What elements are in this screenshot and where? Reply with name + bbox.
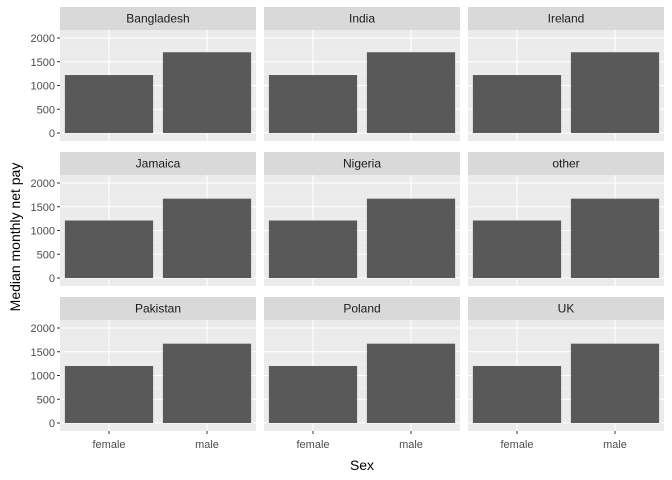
bar-male <box>366 343 456 423</box>
bar-female <box>472 220 562 278</box>
facet-panel-other: other <box>468 152 664 286</box>
bar-male <box>162 343 252 423</box>
facet-strip <box>264 297 460 320</box>
bar-female <box>64 220 154 278</box>
y-tick-label: 1000 <box>31 226 55 238</box>
x-tick-label: male <box>399 439 423 451</box>
y-tick-label: 500 <box>37 394 55 406</box>
facet-panel-jamaica: Jamaica 0 500 1000 1500 2000 <box>31 152 256 286</box>
bar-male <box>570 198 660 278</box>
facet-strip-label: Poland <box>343 302 380 316</box>
bar-male <box>366 198 456 278</box>
facet-panel-ireland: Ireland <box>468 7 664 141</box>
facet-strip-label: Ireland <box>548 12 585 26</box>
facet-panel-bangladesh: Bangladesh 0 500 1000 1500 2000 <box>31 7 256 141</box>
facet-panel-india: India <box>264 7 460 141</box>
facet-strip-label: India <box>349 12 375 26</box>
facet-panel-nigeria: Nigeria <box>264 152 460 286</box>
facet-strip-label: Jamaica <box>136 157 181 171</box>
bar-female <box>268 220 358 278</box>
facet-strip <box>264 152 460 175</box>
facet-strip <box>468 152 664 175</box>
bar-female <box>64 366 154 423</box>
facet-panel-uk: UK female male <box>468 297 664 451</box>
x-tick-label: female <box>92 439 125 451</box>
x-axis-title: Sex <box>350 457 374 473</box>
y-tick-label: 1500 <box>31 57 55 69</box>
bar-female <box>472 366 562 423</box>
bar-male <box>570 343 660 423</box>
facet-strip <box>468 7 664 30</box>
y-tick-label: 0 <box>49 273 55 285</box>
y-tick-label: 1000 <box>31 371 55 383</box>
facet-panel-poland: Poland female male <box>264 297 460 451</box>
x-tick-label: male <box>603 439 627 451</box>
facet-strip-label: other <box>552 157 579 171</box>
facet-strip-label: Pakistan <box>135 302 181 316</box>
y-tick-label: 1500 <box>31 202 55 214</box>
bar-female <box>268 75 358 133</box>
y-tick-label: 0 <box>49 418 55 430</box>
y-tick-label: 0 <box>49 128 55 140</box>
bar-male <box>162 52 252 133</box>
facet-strip <box>60 152 256 175</box>
facet-strip <box>468 297 664 320</box>
x-tick-label: female <box>500 439 533 451</box>
bar-female <box>268 366 358 423</box>
y-axis-title: Median monthly net pay <box>7 163 23 312</box>
bar-male <box>570 52 660 133</box>
facet-strip <box>264 7 460 30</box>
y-tick-label: 2000 <box>31 323 55 335</box>
y-tick-label: 2000 <box>31 33 55 45</box>
facet-strip-label: Bangladesh <box>126 12 189 26</box>
x-tick-label: male <box>195 439 219 451</box>
facet-strip <box>60 7 256 30</box>
y-tick-label: 500 <box>37 249 55 261</box>
facet-strip <box>60 297 256 320</box>
bar-male <box>162 198 252 278</box>
bar-female <box>472 75 562 133</box>
bar-male <box>366 52 456 133</box>
y-tick-label: 1000 <box>31 81 55 93</box>
x-tick-label: female <box>296 439 329 451</box>
facet-strip-label: UK <box>558 302 575 316</box>
facet-grid: Bangladesh 0 500 1000 1500 2000 India Ireland Ja… <box>31 7 664 451</box>
facet-strip-label: Nigeria <box>343 157 381 171</box>
bar-female <box>64 75 154 133</box>
facet-panel-pakistan: Pakistan 0 500 1000 1500 2000 female male <box>31 297 256 451</box>
y-tick-label: 2000 <box>31 178 55 190</box>
y-tick-label: 1500 <box>31 347 55 359</box>
y-tick-label: 500 <box>37 104 55 116</box>
